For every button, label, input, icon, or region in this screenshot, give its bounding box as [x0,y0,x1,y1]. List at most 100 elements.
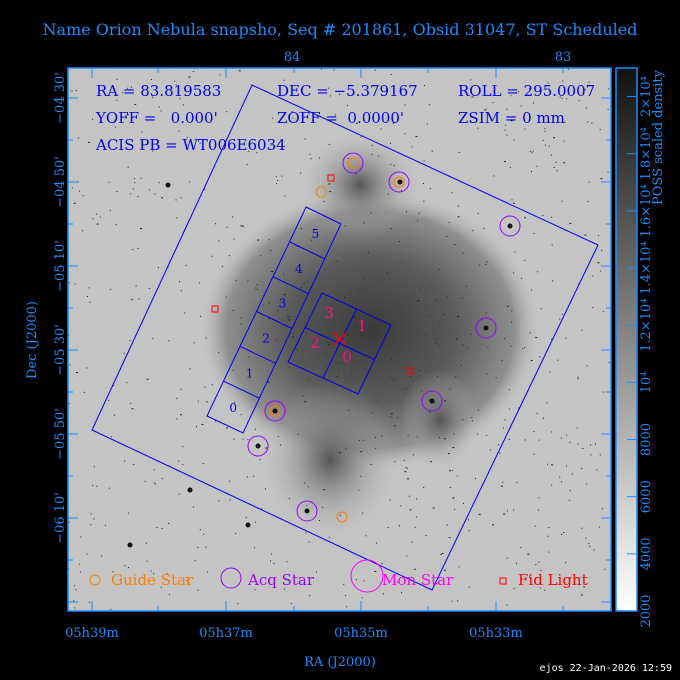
star-dot [516,562,518,564]
star-dot [448,537,451,539]
chip-divider [304,327,375,360]
star-dot [428,316,430,318]
star-dot [499,452,501,454]
star-dot [161,528,163,530]
star-dot [415,516,417,518]
star-dot [432,507,435,509]
star-dot [407,478,410,480]
star-dot [283,294,286,296]
star-dot [446,296,448,298]
star-dot [536,412,538,414]
star-dot [362,512,364,514]
star-dot [429,461,432,463]
star-dot [461,297,463,299]
star-dot [161,197,164,199]
star-dot [566,434,568,436]
star-dot [544,130,546,132]
star-dot [565,562,567,564]
roll-readout: ROLL = 295.0007 [458,82,595,100]
star-dot [226,427,229,429]
star-dot [286,561,288,563]
star-dot [129,340,131,342]
star-dot [122,92,124,94]
star-dot [601,177,603,179]
star-dot [506,510,508,512]
fid-light-marker [211,305,219,313]
chip-divider [223,380,260,399]
star-dot [486,434,488,436]
star-dot [510,95,512,97]
star-dot [361,597,363,599]
star-dot [390,228,392,230]
star-dot [182,464,184,466]
star-dot [509,166,511,168]
star-dot [226,226,228,228]
star-dot [174,80,176,82]
star-dot [511,199,513,201]
colorbar-tick-label: 1.4×10⁴ [639,241,654,294]
star-dot [75,90,77,92]
star-dot [146,560,148,562]
star-dot [305,332,307,334]
star-dot [518,91,520,93]
star-dot [506,604,508,606]
star-dot [359,289,361,291]
dec-readout: DEC = −5.379167 [277,82,418,100]
star-dot [199,529,201,531]
star-dot [288,319,291,321]
x-tick-label: 05h33m [469,626,523,641]
star-dot [355,122,358,124]
star-dot [540,308,542,310]
star-dot [465,285,467,287]
star-dot [472,420,474,422]
star-dot [378,155,380,157]
star-dot [364,287,366,289]
star-dot [154,193,156,195]
star-dot [347,157,349,159]
star-dot [83,391,85,393]
star-dot [598,235,600,237]
star-dot [506,557,508,559]
star-dot [203,533,205,535]
star-dot [296,245,298,247]
star-dot [569,441,571,443]
star-dot [109,210,111,212]
bright-star [272,408,278,414]
star-dot [513,509,515,511]
star-dot [86,367,88,369]
star-dot [582,448,584,450]
star-dot [423,486,425,488]
star-dot [458,566,460,568]
star-dot [405,467,407,469]
star-dot [329,95,331,97]
star-dot [79,190,81,192]
star-dot [184,312,186,314]
star-dot [110,608,112,610]
star-dot [360,451,363,453]
star-dot [256,152,258,154]
star-dot [168,340,170,342]
star-dot [114,126,116,128]
star-dot [148,189,150,191]
star-dot [389,499,391,501]
star-dot [462,252,464,254]
star-dot [275,175,277,177]
star-dot [405,211,407,213]
star-dot [284,195,286,197]
star-dot [328,144,330,146]
star-dot [390,377,392,379]
star-dot [425,535,427,537]
star-dot [387,526,389,528]
star-dot [561,200,563,202]
star-dot [381,435,383,437]
star-dot [157,267,159,269]
star-dot [540,587,542,589]
star-dot [549,371,551,373]
star-dot [368,252,370,254]
star-dot [232,369,234,371]
star-dot [138,298,140,300]
star-dot [135,285,137,287]
bright-star [507,223,513,229]
i-chip-label: 0 [342,348,352,366]
